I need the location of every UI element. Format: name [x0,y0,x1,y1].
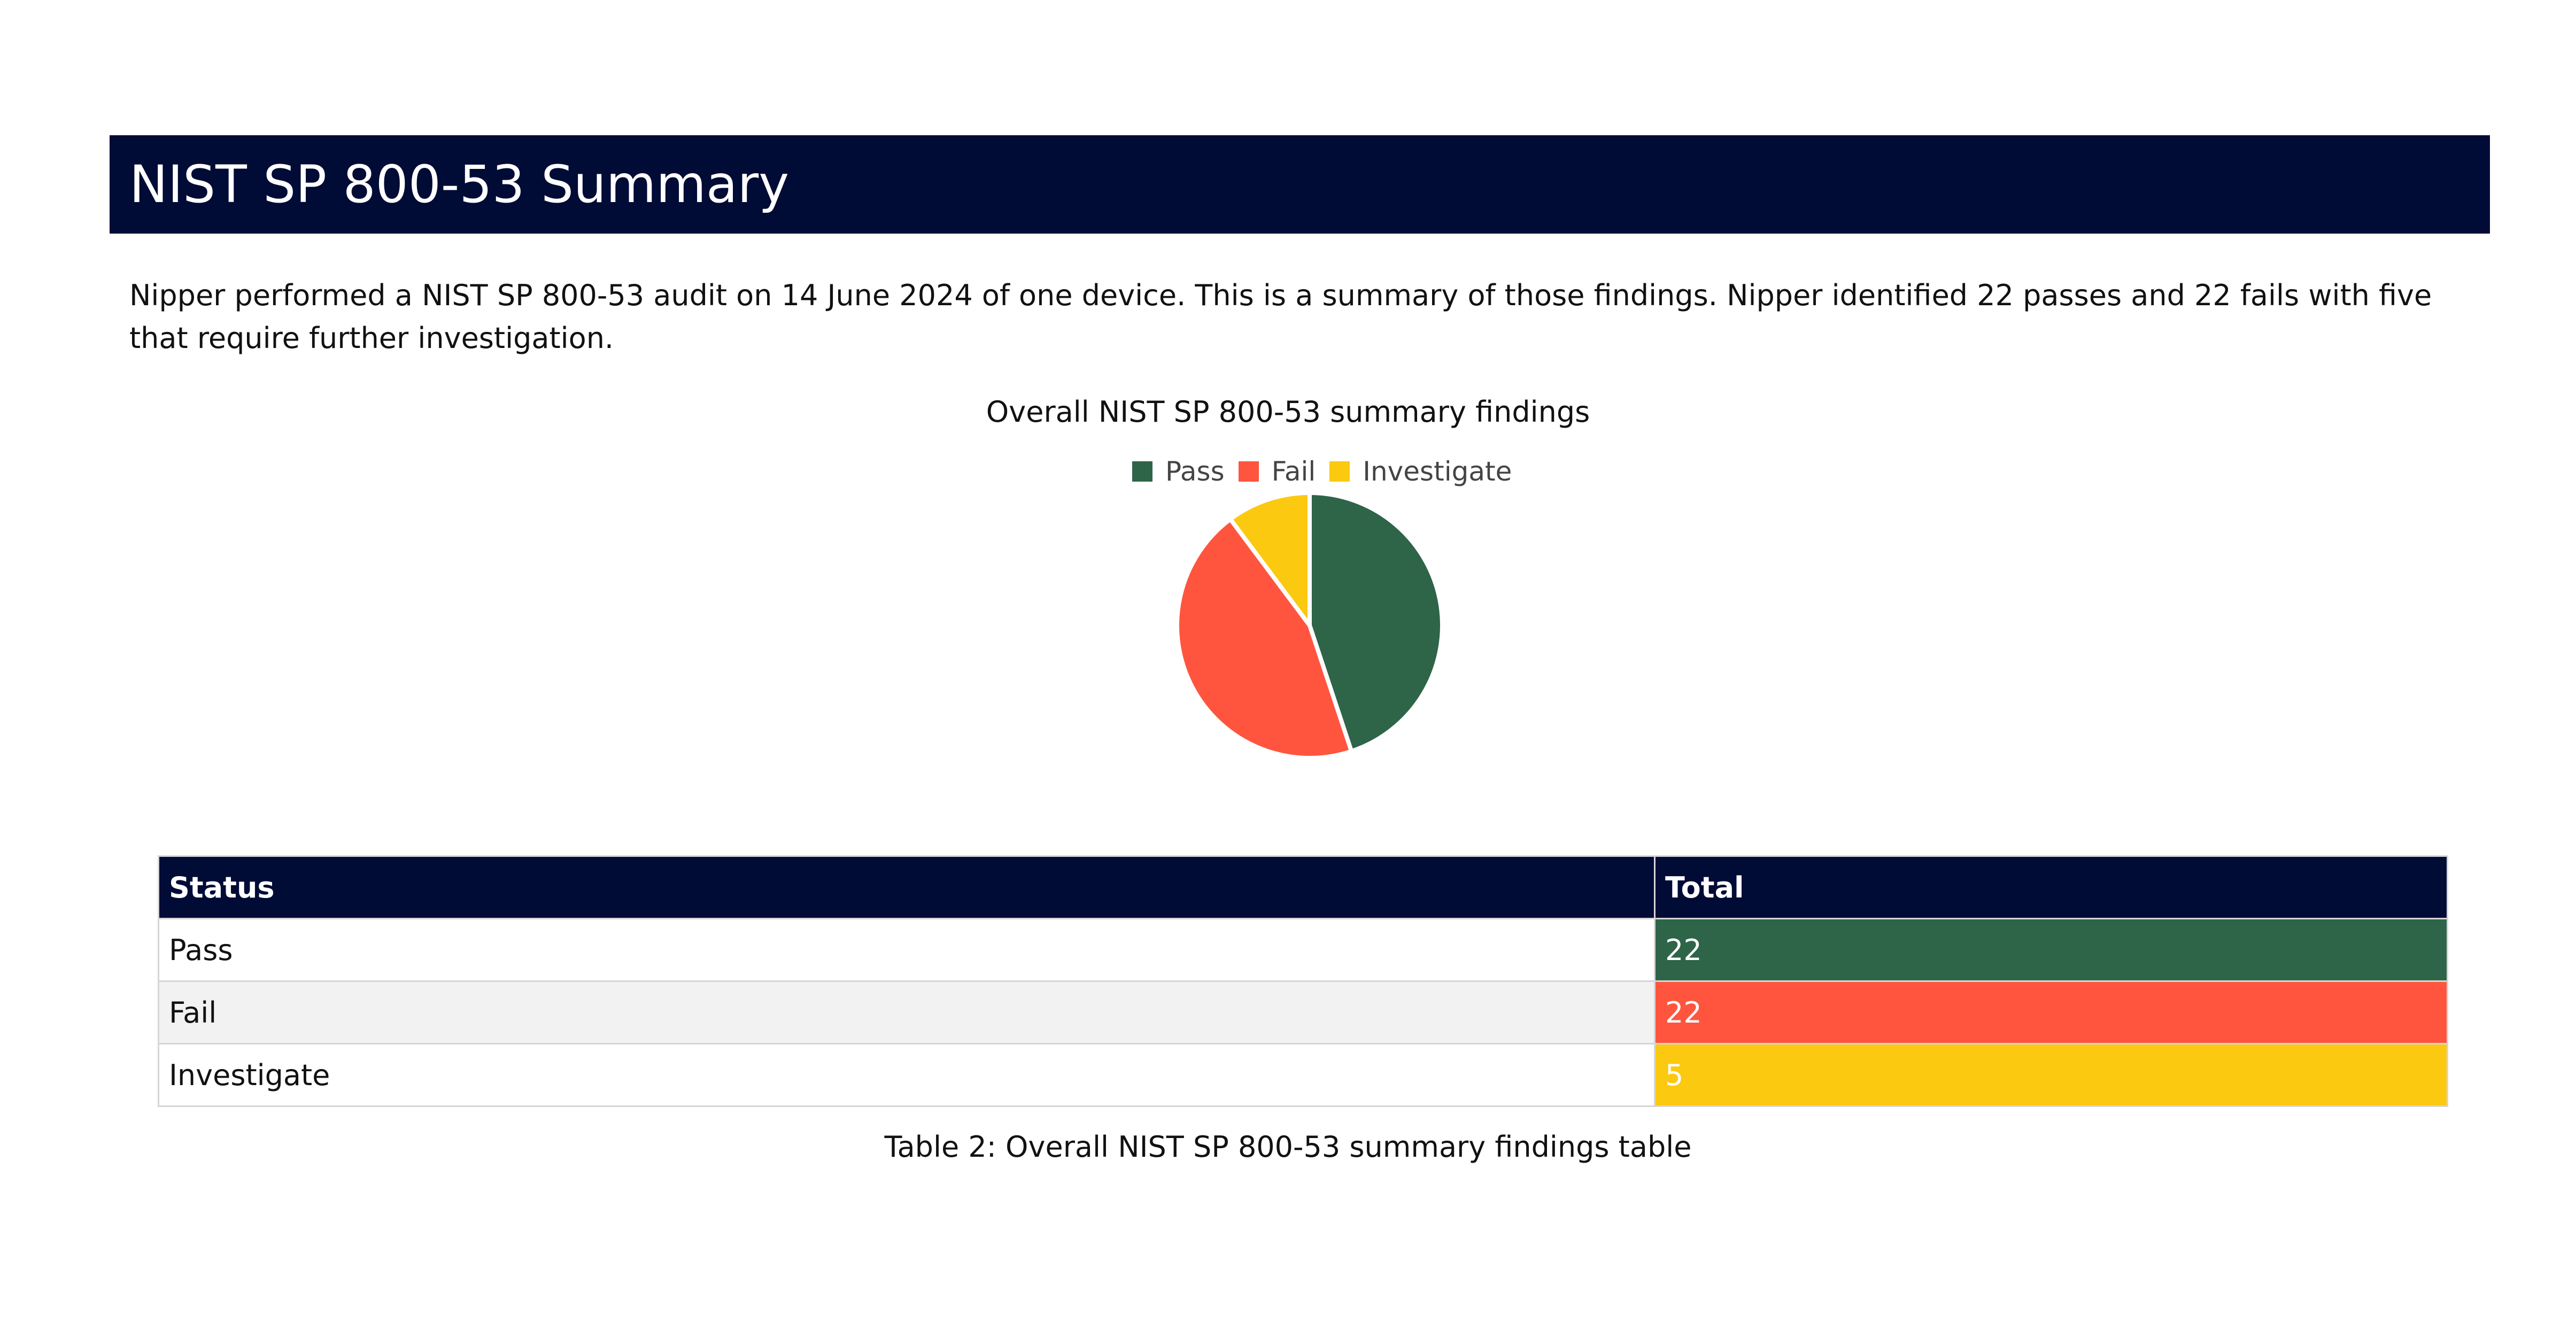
table-cell-status: Investigate [158,1043,1656,1107]
pie-slice-investigate[interactable] [1228,491,1312,628]
findings-table: Status Total Pass 22 Fail 22 Investigate… [158,855,2448,1107]
section-header: NIST SP 800-53 Summary [110,135,2490,234]
pie-chart [1175,491,1444,760]
legend-swatch-investigate [1329,461,1350,482]
pie-slice-pass[interactable] [1308,491,1444,754]
pie-slice-fail[interactable] [1175,517,1354,760]
table-header-total: Total [1654,855,2448,919]
legend-item-pass[interactable]: Pass [1132,456,1225,487]
table-row-investigate: Investigate 5 [158,1043,2448,1107]
table-cell-total: 5 [1654,1043,2448,1107]
page-title: NIST SP 800-53 Summary [129,154,790,214]
legend-swatch-fail [1238,461,1259,482]
table-cell-total: 22 [1654,980,2448,1044]
chart-legend: Pass Fail Investigate [1132,454,1526,489]
table-cell-total: 22 [1654,918,2448,982]
chart-title: Overall NIST SP 800-53 summary findings [986,395,1590,429]
legend-swatch-pass [1132,461,1152,482]
table-row-fail: Fail 22 [158,980,2448,1044]
table-header-row: Status Total [158,855,2448,919]
legend-item-fail[interactable]: Fail [1238,456,1316,487]
table-header-status: Status [158,855,1656,919]
legend-label-pass: Pass [1165,456,1225,487]
legend-label-fail: Fail [1271,456,1316,487]
table-cell-status: Pass [158,918,1656,982]
table-row-pass: Pass 22 [158,918,2448,982]
legend-label-investigate: Investigate [1363,456,1512,487]
legend-item-investigate[interactable]: Investigate [1329,456,1512,487]
table-caption: Table 2: Overall NIST SP 800-53 summary … [884,1130,1692,1164]
intro-paragraph: Nipper performed a NIST SP 800-53 audit … [129,278,2432,355]
table-cell-status: Fail [158,980,1656,1044]
